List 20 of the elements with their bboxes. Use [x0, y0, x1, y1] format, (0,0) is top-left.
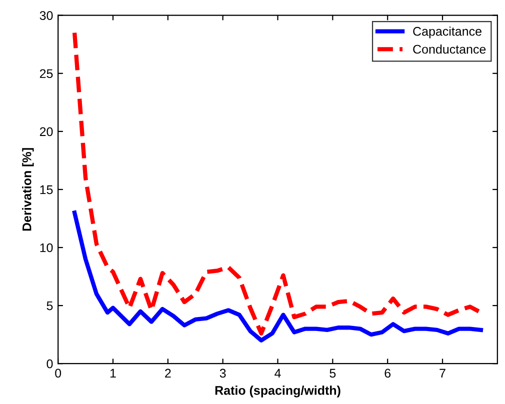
line-series — [72, 210, 484, 342]
legend-label: Capacitance — [413, 26, 482, 38]
x-tick-label: 6 — [384, 368, 391, 378]
legend-label: Conductance — [413, 44, 486, 54]
y-tick-label: 10 — [40, 243, 53, 252]
x-tick-label: 4 — [274, 368, 281, 378]
x-axis-title: Ratio (spacing/width) — [215, 386, 340, 398]
y-tick-label: 15 — [40, 185, 53, 194]
x-tick-label: 0 — [55, 368, 62, 378]
y-tick-label: 5 — [46, 301, 53, 310]
y-tick-label: 30 — [40, 11, 53, 20]
y-tick-label: 25 — [40, 69, 53, 78]
y-axis-title: Derivation [%] — [22, 148, 34, 231]
y-tick-label: 0 — [46, 359, 53, 368]
x-tick-label: 7 — [440, 368, 446, 378]
x-tick-label: 2 — [165, 368, 171, 378]
y-tick-label: 20 — [40, 127, 53, 136]
x-tick-label: 3 — [220, 368, 226, 378]
x-tick-label: 5 — [330, 368, 336, 378]
x-tick-label: 1 — [110, 368, 116, 378]
